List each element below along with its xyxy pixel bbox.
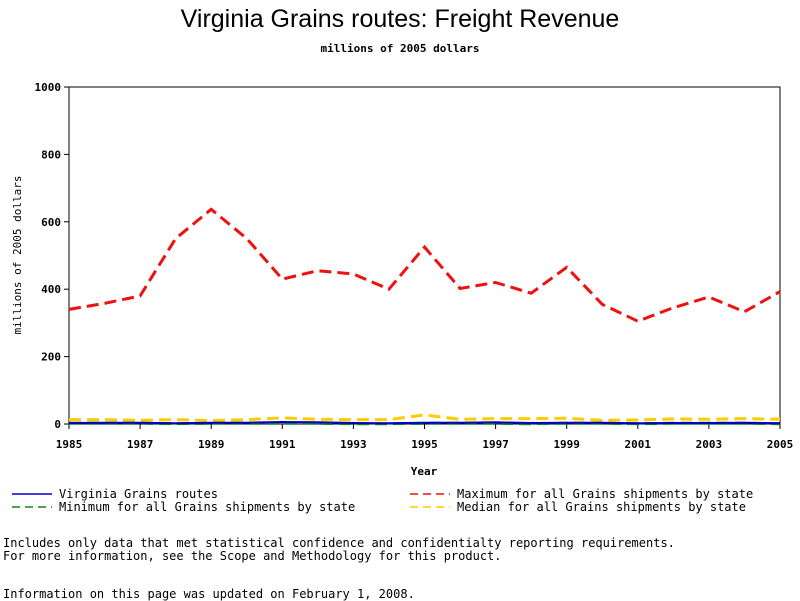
- legend-label-0: Virginia Grains routes: [59, 487, 218, 501]
- series-layer: [69, 209, 780, 423]
- x-tick-label: 1995: [411, 438, 438, 451]
- y-tick-label: 800: [41, 148, 61, 161]
- legend-label-1: Maximum for all Grains shipments by stat…: [457, 487, 753, 501]
- plot-frame: [69, 87, 780, 424]
- x-tick-label: 2003: [696, 438, 723, 451]
- y-axis-label: millions of 2005 dollars: [11, 176, 24, 335]
- series-line-0: [69, 422, 780, 423]
- series-line-3: [69, 415, 780, 421]
- legend-label-2: Minimum for all Grains shipments by stat…: [59, 500, 355, 514]
- y-tick-label: 600: [41, 216, 61, 229]
- x-tick-label: 2001: [625, 438, 652, 451]
- y-axis: 0 200 400 600 800 1000: [35, 81, 70, 431]
- legend: Virginia Grains routes Maximum for all Gr…: [12, 487, 753, 514]
- x-tick-label: 1985: [56, 438, 83, 451]
- y-tick-label: 200: [41, 351, 61, 364]
- x-axis: 1985 1987 1989 1991 1993 1995 1997 1999 2001 2003…: [56, 424, 794, 451]
- x-tick-label: 2005: [767, 438, 794, 451]
- update-note: Information on this page was updated on …: [3, 587, 415, 601]
- x-tick-label: 1991: [269, 438, 296, 451]
- y-tick-label: 0: [54, 418, 61, 431]
- x-axis-label: Year: [411, 465, 438, 478]
- x-tick-label: 1989: [198, 438, 225, 451]
- y-tick-label: 1000: [35, 81, 62, 94]
- x-tick-label: 1999: [553, 438, 580, 451]
- x-tick-label: 1997: [482, 438, 509, 451]
- x-tick-label: 1987: [127, 438, 154, 451]
- confidence-note: Includes only data that met statistical …: [3, 536, 675, 550]
- series-line-1: [69, 209, 780, 321]
- y-tick-label: 400: [41, 283, 61, 296]
- x-tick-label: 1993: [340, 438, 367, 451]
- legend-label-3: Median for all Grains shipments by state: [457, 500, 746, 514]
- methodology-note: For more information, see the Scope and …: [3, 549, 502, 563]
